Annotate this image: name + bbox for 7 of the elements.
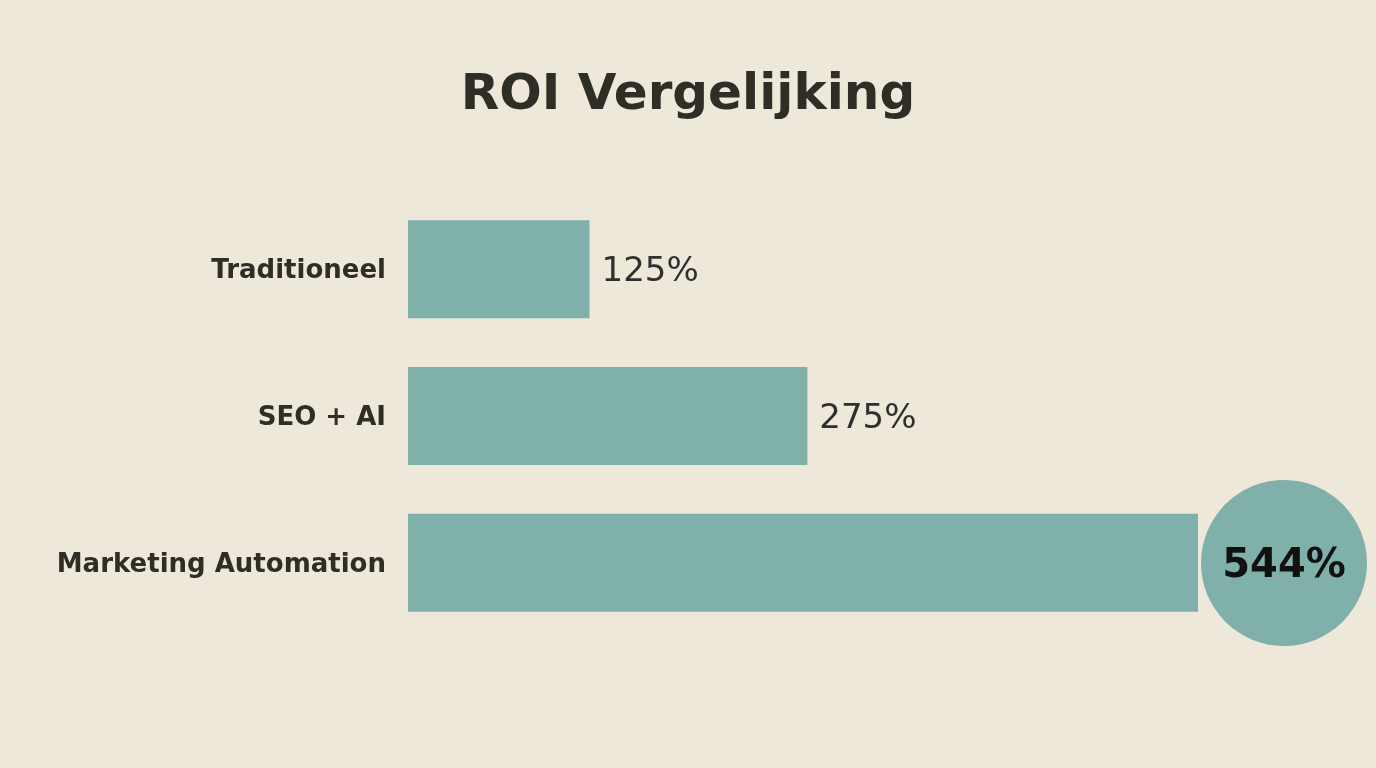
data-label: 275% — [819, 396, 917, 436]
y-tick-label: Traditioneel — [211, 254, 386, 285]
chart-title: ROI Vergelijking — [460, 63, 916, 121]
data-label: 544% — [1222, 539, 1346, 586]
y-tick-label: SEO + AI — [257, 401, 386, 431]
y-tick-label: Marketing Automation — [56, 547, 386, 578]
data-label: 125% — [601, 249, 699, 290]
